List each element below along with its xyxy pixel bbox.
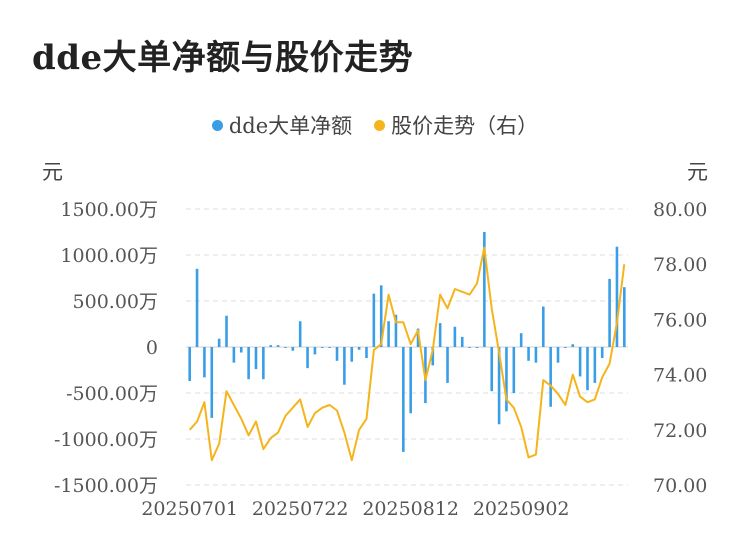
- dde-bar[interactable]: [600, 347, 604, 359]
- dde-bar[interactable]: [387, 321, 390, 347]
- dde-bar[interactable]: [505, 347, 508, 412]
- dde-bar[interactable]: [549, 347, 552, 407]
- dde-bar[interactable]: [578, 347, 582, 377]
- price-line-path[interactable]: [188, 246, 626, 462]
- dde-bar[interactable]: [239, 347, 243, 353]
- dde-bar[interactable]: [379, 285, 383, 347]
- dde-bar[interactable]: [586, 347, 589, 391]
- legend-item-price[interactable]: 股价走势（右）: [374, 110, 538, 140]
- dde-bar[interactable]: [320, 347, 324, 348]
- dde-bar[interactable]: [409, 347, 412, 414]
- legend-item-dde[interactable]: dde大单净额: [211, 110, 353, 140]
- dde-bar[interactable]: [195, 268, 199, 347]
- left-axis-tick-label: 0: [146, 337, 158, 359]
- dde-bar[interactable]: [394, 314, 398, 347]
- dde-bar[interactable]: [571, 344, 575, 347]
- x-axis-tick-label: 20250722: [252, 498, 349, 520]
- legend-label-dde: dde大单净额: [228, 114, 353, 138]
- dde-bar[interactable]: [343, 347, 346, 385]
- dde-bar[interactable]: [431, 347, 435, 366]
- dde-bar[interactable]: [225, 315, 228, 347]
- left-axis-tick-label: 1000.00万: [60, 245, 158, 267]
- right-axis-tick-label: 76.00: [653, 309, 707, 331]
- right-axis-ticks: 70.00 72.00 74.00 76.00 78.00 80.00: [653, 199, 707, 497]
- dde-bars: [188, 232, 626, 452]
- dde-bar[interactable]: [313, 347, 317, 355]
- right-axis-tick-label: 80.00: [653, 199, 707, 221]
- left-axis-tick-label: 500.00万: [73, 291, 158, 313]
- dde-bar[interactable]: [453, 326, 457, 347]
- dde-bar[interactable]: [232, 347, 236, 363]
- dde-bar[interactable]: [527, 347, 530, 361]
- x-axis-tick-label: 20250701: [141, 498, 238, 520]
- dde-bar[interactable]: [262, 347, 265, 380]
- dde-bar[interactable]: [269, 345, 273, 347]
- dde-bar[interactable]: [615, 246, 619, 347]
- x-axis-tick-label: 20250902: [473, 498, 570, 520]
- grid-lines: [186, 208, 628, 486]
- legend: dde大单净额 股价走势（右）: [0, 110, 750, 140]
- left-axis-ticks: -1500.00万 -1000.00万 -500.00万 0 500.00万 1000.0…: [54, 199, 158, 497]
- dde-bar[interactable]: [564, 347, 567, 348]
- dde-bar[interactable]: [556, 347, 560, 363]
- dde-bar[interactable]: [247, 347, 250, 380]
- dde-bar[interactable]: [519, 333, 523, 347]
- dde-bar[interactable]: [188, 347, 191, 382]
- dde-bar[interactable]: [365, 347, 368, 359]
- legend-label-price: 股价走势（右）: [391, 114, 539, 138]
- dde-bar[interactable]: [328, 347, 331, 348]
- dde-bar[interactable]: [203, 347, 206, 378]
- dde-bar[interactable]: [490, 347, 494, 392]
- dde-bar[interactable]: [446, 347, 449, 383]
- dde-bar[interactable]: [460, 336, 464, 347]
- left-axis-tick-label: -500.00万: [66, 383, 158, 405]
- dde-bar[interactable]: [468, 347, 471, 348]
- dde-bar[interactable]: [416, 328, 420, 347]
- right-axis-tick-label: 70.00: [653, 475, 707, 497]
- dde-bar[interactable]: [402, 347, 405, 452]
- dde-bar[interactable]: [541, 306, 545, 347]
- dde-bar[interactable]: [298, 321, 302, 347]
- dde-bar[interactable]: [438, 323, 442, 347]
- dde-bar[interactable]: [291, 347, 295, 351]
- left-axis-tick-label: 1500.00万: [60, 199, 158, 221]
- dde-bar[interactable]: [534, 347, 538, 363]
- right-axis-tick-label: 78.00: [653, 254, 707, 276]
- dde-bar[interactable]: [254, 347, 258, 370]
- right-axis-tick-label: 74.00: [653, 365, 707, 387]
- right-axis-unit: 元: [687, 160, 708, 184]
- legend-dot-price: [374, 119, 386, 131]
- x-axis-tick-label: 20250812: [362, 498, 459, 520]
- dde-bar[interactable]: [210, 347, 214, 418]
- dde-bar[interactable]: [350, 347, 354, 362]
- dde-bar[interactable]: [623, 287, 626, 347]
- dde-bar[interactable]: [217, 338, 221, 347]
- left-axis-tick-label: -1000.00万: [54, 429, 158, 451]
- x-axis-ticks: 20250701 20250722 20250812 20250902: [141, 498, 569, 520]
- legend-dot-dde: [211, 119, 223, 131]
- left-axis-unit: 元: [42, 160, 63, 184]
- dde-bar[interactable]: [608, 278, 611, 347]
- dde-bar[interactable]: [483, 232, 486, 347]
- left-axis-tick-label: -1500.00万: [54, 475, 158, 497]
- dde-bar[interactable]: [276, 345, 280, 347]
- dde-bar[interactable]: [284, 347, 287, 348]
- dde-bar[interactable]: [475, 347, 479, 348]
- dde-bar[interactable]: [372, 293, 376, 347]
- dde-bar[interactable]: [357, 347, 361, 350]
- dde-bar[interactable]: [497, 347, 501, 425]
- dde-bar[interactable]: [593, 347, 597, 383]
- chart-title: dde大单净额与股价走势: [32, 38, 414, 78]
- right-axis-tick-label: 72.00: [653, 420, 707, 442]
- dde-bar[interactable]: [306, 347, 309, 369]
- dde-bar[interactable]: [335, 347, 339, 361]
- dde-bar[interactable]: [512, 347, 516, 393]
- price-line: [188, 246, 626, 462]
